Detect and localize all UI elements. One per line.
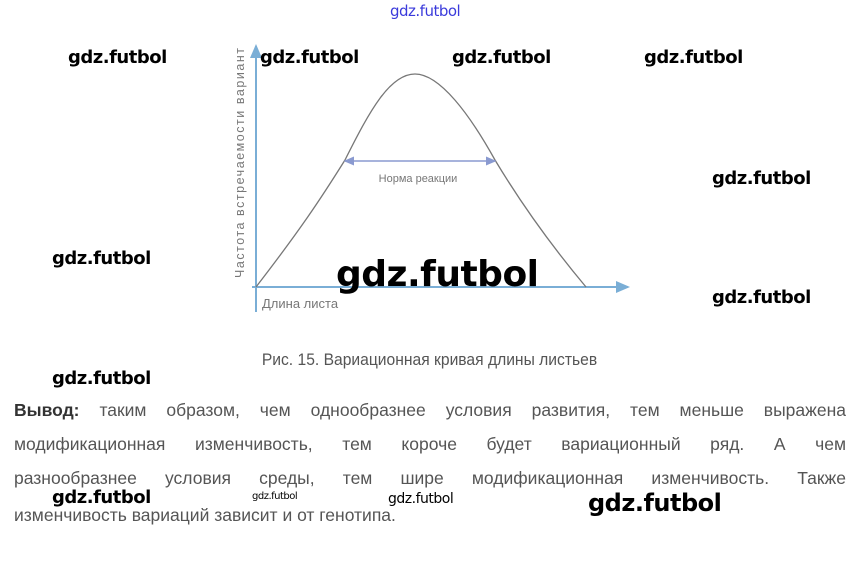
watermark: gdz.futbol <box>390 2 461 20</box>
watermark: gdz.futbol <box>588 489 722 517</box>
text-line: Вывод: таким образом, чем однообразнее у… <box>14 400 846 421</box>
reaction-norm-label: Норма реакции <box>379 173 458 185</box>
watermark: gdz.futbol <box>388 491 454 507</box>
watermark: gdz.futbol <box>260 47 359 68</box>
variation-curve <box>255 73 587 288</box>
text-line-content: таким образом, чем однообразнее условия … <box>79 400 846 420</box>
text-line: разнообразнее условия среды, тем шире мо… <box>14 468 846 488</box>
watermark: gdz.futbol <box>644 47 743 68</box>
variation-curve-diagram: Норма реакции Длина листа Частота встреч… <box>233 44 630 312</box>
watermark: gdz.futbol <box>52 368 151 389</box>
watermark: gdz.futbol <box>336 254 539 295</box>
text-line: модификационная изменчивость, тем короче… <box>14 434 846 454</box>
text-line: изменчивость вариаций зависит и от генот… <box>14 505 396 525</box>
watermark: gdz.futbol <box>52 487 151 508</box>
figure-caption: Рис. 15. Вариационная кривая длины листь… <box>261 350 598 369</box>
watermark: gdz.futbol <box>712 287 811 308</box>
watermark: gdz.futbol <box>52 248 151 269</box>
watermark: gdz.futbol <box>712 168 811 189</box>
x-axis-label: Длина листа <box>262 296 339 311</box>
conclusion-lead: Вывод: <box>14 400 80 420</box>
watermark: gdz.futbol <box>452 47 551 68</box>
y-axis-label: Частота встречаемости вариант <box>233 48 247 278</box>
watermark: gdz.futbol <box>68 47 167 68</box>
watermark: gdz.futbol <box>252 491 298 502</box>
